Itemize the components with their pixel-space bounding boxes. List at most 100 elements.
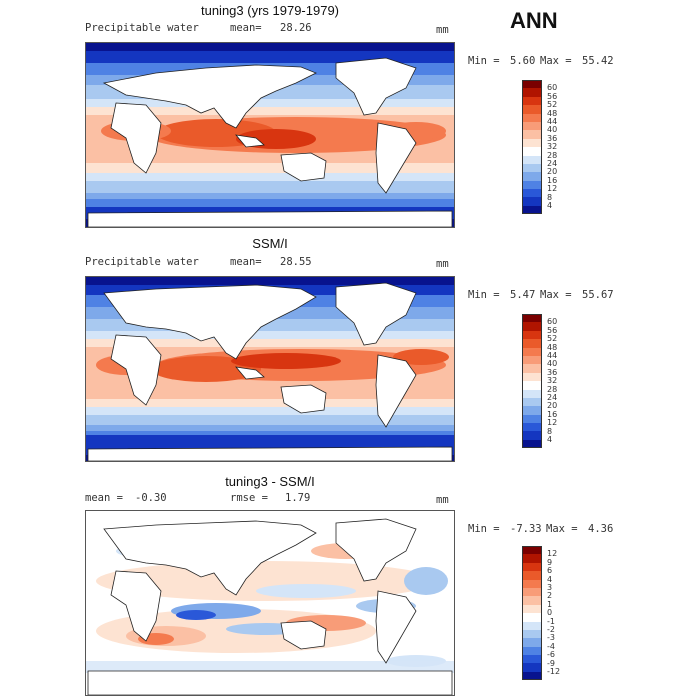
units-model: mm	[436, 24, 449, 36]
mean-value-diff: -0.30	[135, 492, 167, 504]
colorbar-swatch	[522, 621, 542, 630]
colorbar-tick-label: 48	[547, 342, 558, 352]
colorbar-swatch	[522, 655, 542, 664]
min-value-obs: 5.47	[510, 289, 536, 301]
map-obs-field	[86, 277, 454, 461]
map-obs	[85, 276, 455, 462]
colorbar-tick-label: -4	[547, 641, 555, 651]
colorbar-tick-label: 40	[547, 125, 558, 135]
colorbar-tick-label: 44	[547, 117, 558, 126]
colorbar-tick-label: 48	[547, 108, 558, 118]
colorbar-tick-label: -3	[547, 633, 555, 643]
colorbar-swatch	[522, 646, 542, 656]
colorbar-tick-label: 40	[547, 359, 558, 369]
min-value-model: 5.60	[510, 55, 536, 67]
colorbar-tick-label: -2	[547, 625, 555, 634]
colorbar-swatch	[522, 381, 542, 390]
colorbar-obs	[522, 314, 542, 449]
colorbar-tick-label: 28	[547, 150, 558, 160]
colorbar-swatch	[522, 314, 542, 323]
rmse-value-diff: 1.79	[285, 492, 311, 504]
colorbar-swatch	[522, 355, 542, 365]
max-label-diff: Max =	[546, 523, 578, 535]
colorbar-swatch	[522, 330, 542, 340]
colorbar-swatch	[522, 439, 542, 449]
colorbar-tick-label: -6	[547, 650, 555, 660]
colorbar-diff	[522, 546, 542, 681]
colorbar-swatch	[522, 322, 542, 331]
colorbar-swatch	[522, 596, 542, 605]
colorbar-tick-label: 60	[547, 317, 558, 327]
map-diff-field	[86, 511, 454, 695]
colorbar-tick-label: -1	[547, 616, 555, 626]
colorbar-tick-label: 32	[547, 376, 558, 386]
colorbar-tick-label: 20	[547, 401, 558, 411]
colorbar-tick-label: 52	[547, 334, 558, 344]
colorbar-swatch	[522, 546, 542, 555]
mean-value-obs: 28.55	[280, 256, 312, 268]
season-label: ANN	[510, 8, 558, 33]
colorbar-tick-label: 24	[547, 159, 558, 168]
panel-variable-model: Precipitable water	[85, 22, 199, 34]
mean-label-obs: mean=	[230, 256, 262, 268]
colorbar-swatch	[522, 671, 542, 681]
colorbar-swatch	[522, 155, 542, 164]
mean-label-model: mean=	[230, 22, 262, 34]
colorbar-tick-label: 36	[547, 367, 558, 377]
colorbar-swatch	[522, 197, 542, 206]
colorbar-swatch	[522, 96, 542, 106]
panel-title-obs: SSM/I	[252, 236, 288, 251]
colorbar-swatch	[522, 189, 542, 198]
map-model-field	[86, 43, 454, 227]
rmse-label-diff: rmse =	[230, 492, 268, 504]
mean-value-model: 28.26	[280, 22, 312, 34]
colorbar-swatch	[522, 663, 542, 672]
min-label-diff: Min =	[468, 523, 500, 535]
colorbar-swatch	[522, 613, 542, 622]
colorbar-tick-label: 32	[547, 142, 558, 152]
colorbar-swatch	[522, 571, 542, 580]
colorbar-tick-label: 0	[547, 608, 553, 618]
colorbar-tick-label: 4	[547, 435, 553, 444]
colorbar-swatch	[522, 347, 542, 356]
colorbar-swatch	[522, 554, 542, 563]
colorbar-tick-label: 24	[547, 393, 558, 402]
min-label-model: Min =	[468, 55, 500, 67]
colorbar-tick-label: 16	[547, 175, 558, 185]
colorbar-tick-label: 4	[547, 574, 553, 584]
colorbar-swatch	[522, 130, 542, 139]
colorbar-tick-label: 8	[547, 192, 553, 202]
colorbar-swatch	[522, 205, 542, 215]
colorbar-swatch	[522, 562, 542, 572]
panel-variable-obs: Precipitable water	[85, 256, 199, 268]
map-diff	[85, 510, 455, 696]
max-label-obs: Max =	[540, 289, 572, 301]
colorbar-tick-label: 12	[547, 184, 558, 194]
colorbar-swatch	[522, 587, 542, 597]
colorbar-tick-label: 52	[547, 100, 558, 110]
colorbar-tick-label: 1	[547, 599, 553, 609]
colorbar-swatch	[522, 389, 542, 398]
colorbar-swatch	[522, 423, 542, 432]
colorbar-swatch	[522, 406, 542, 415]
colorbar-tick-label: 3	[547, 583, 553, 592]
colorbar-swatch	[522, 180, 542, 190]
colorbar-tick-label: 16	[547, 409, 558, 419]
colorbar-tick-label: 60	[547, 83, 558, 93]
max-value-diff: 4.36	[588, 523, 614, 535]
colorbar-tick-label: 28	[547, 384, 558, 394]
colorbar-swatch	[522, 163, 542, 173]
colorbar-tick-label: 20	[547, 167, 558, 177]
colorbar-tick-label: 2	[547, 591, 553, 601]
colorbar-swatch	[522, 372, 542, 382]
colorbar-swatch	[522, 88, 542, 97]
colorbar-swatch	[522, 397, 542, 407]
mean-label-diff: mean =	[85, 492, 123, 504]
units-obs: mm	[436, 258, 449, 270]
colorbar-swatch	[522, 80, 542, 89]
max-label-model: Max =	[540, 55, 572, 67]
map-model	[85, 42, 455, 228]
colorbar-model	[522, 80, 542, 215]
colorbar-swatch	[522, 105, 542, 114]
colorbar-swatch	[522, 638, 542, 647]
